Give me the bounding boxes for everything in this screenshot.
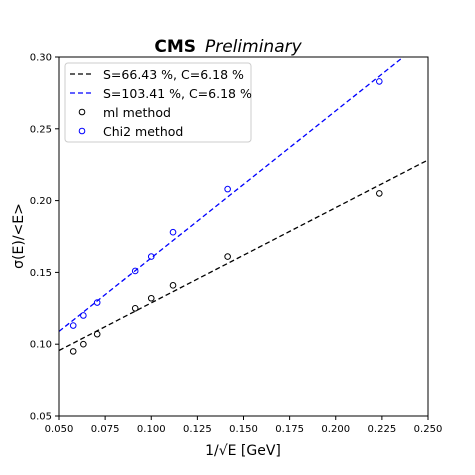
legend-label: ml method bbox=[103, 105, 171, 120]
data-point-3 bbox=[131, 267, 139, 275]
x-tick-label: 0.125 bbox=[183, 424, 212, 435]
series-layer bbox=[59, 57, 428, 355]
fit-line-0 bbox=[59, 159, 428, 352]
x-axis: 0.050 0.075 0.100 0.125 0.150 0.175 0.200 0.225… bbox=[45, 416, 443, 435]
y-tick-label: 0.05 bbox=[30, 412, 52, 423]
y-tick-label: 0.30 bbox=[30, 53, 52, 64]
data-point-3 bbox=[147, 253, 155, 260]
data-point-2 bbox=[69, 348, 77, 355]
data-point-3 bbox=[80, 312, 87, 319]
data-point-2 bbox=[80, 340, 87, 348]
x-tick-label: 0.225 bbox=[368, 424, 397, 435]
legend-marker-swatch bbox=[78, 108, 86, 116]
data-point-3 bbox=[93, 299, 101, 306]
data-point-2 bbox=[375, 190, 383, 197]
y-axis: 0.05 0.10 0.15 0.20 0.25 0.30 bbox=[30, 53, 59, 423]
x-tick-label: 0.075 bbox=[91, 424, 120, 435]
chart-title: CMS Preliminary bbox=[154, 37, 302, 57]
legend-marker-swatch bbox=[78, 127, 86, 135]
x-axis-label: 1/√E [GeV] bbox=[205, 443, 281, 459]
legend-label: S=103.41 %, C=6.18 % bbox=[103, 86, 252, 101]
y-tick-label: 0.20 bbox=[30, 196, 52, 207]
x-tick-label: 0.200 bbox=[321, 424, 350, 435]
y-tick-label: 0.25 bbox=[30, 124, 52, 135]
data-point-2 bbox=[169, 282, 177, 289]
data-point-3 bbox=[69, 322, 77, 329]
legend-label: S=66.43 %, C=6.18 % bbox=[103, 67, 244, 82]
svg-text:CMS Preliminary: CMS Preliminary bbox=[154, 37, 302, 57]
data-point-2 bbox=[131, 305, 139, 312]
x-tick-label: 0.050 bbox=[45, 424, 74, 435]
data-point-3 bbox=[224, 185, 231, 193]
x-tick-label: 0.250 bbox=[414, 424, 443, 435]
y-axis-label: σ(E)/<E> bbox=[11, 203, 27, 269]
legend: S=66.43 %, C=6.18 % S=103.41 %, C=6.18 % m… bbox=[64, 62, 252, 143]
legend-box bbox=[64, 62, 252, 143]
x-tick-label: 0.150 bbox=[229, 424, 258, 435]
x-tick-label: 0.175 bbox=[275, 424, 304, 435]
title-italic-text: Preliminary bbox=[205, 37, 303, 57]
data-point-3 bbox=[169, 228, 177, 236]
data-point-2 bbox=[147, 294, 155, 302]
fit-line-1 bbox=[59, 57, 404, 332]
y-tick-label: 0.10 bbox=[30, 340, 52, 351]
data-point-2 bbox=[224, 253, 231, 260]
legend-label: Chi2 method bbox=[103, 124, 183, 139]
y-tick-label: 0.15 bbox=[30, 268, 52, 279]
data-point-2 bbox=[93, 330, 101, 338]
x-tick-label: 0.100 bbox=[137, 424, 166, 435]
data-point-3 bbox=[375, 78, 383, 85]
title-bold-text: CMS bbox=[154, 37, 196, 57]
